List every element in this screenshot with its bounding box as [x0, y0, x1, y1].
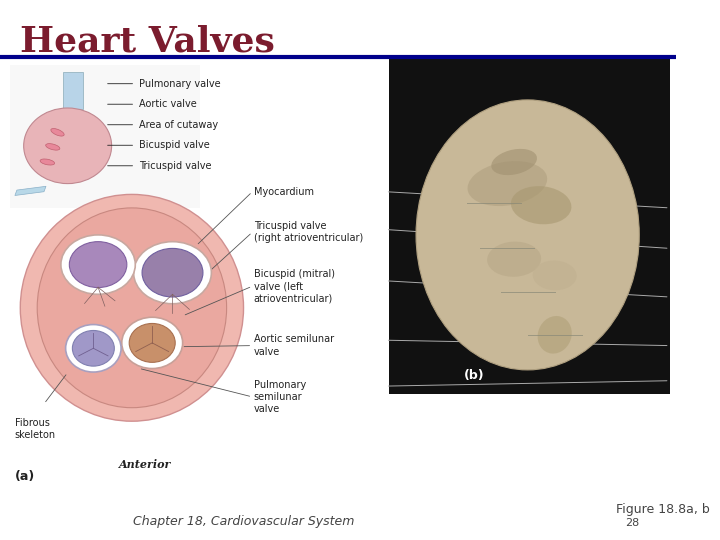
Text: (a): (a): [15, 470, 35, 483]
Ellipse shape: [538, 316, 572, 354]
Ellipse shape: [142, 248, 203, 297]
Text: 28: 28: [626, 518, 639, 528]
Text: Chapter 18, Cardiovascular System: Chapter 18, Cardiovascular System: [133, 515, 354, 528]
Ellipse shape: [122, 317, 183, 368]
Ellipse shape: [134, 241, 212, 303]
Text: Tricuspid valve
(right atrioventricular): Tricuspid valve (right atrioventricular): [253, 221, 363, 244]
Text: Bicuspid valve: Bicuspid valve: [139, 140, 210, 150]
Ellipse shape: [20, 194, 243, 421]
Ellipse shape: [37, 208, 227, 408]
Ellipse shape: [467, 161, 547, 206]
Text: Heart Valves: Heart Valves: [20, 24, 275, 58]
Text: Bicuspid (mitral)
valve (left
atrioventricular): Bicuspid (mitral) valve (left atrioventr…: [253, 269, 335, 303]
Ellipse shape: [66, 325, 121, 372]
Ellipse shape: [511, 186, 572, 224]
Ellipse shape: [416, 100, 639, 370]
Ellipse shape: [503, 300, 539, 327]
FancyBboxPatch shape: [63, 72, 83, 109]
Ellipse shape: [40, 159, 55, 165]
Text: Pulmonary
semilunar
valve: Pulmonary semilunar valve: [253, 380, 306, 414]
Text: Tricuspid valve: Tricuspid valve: [139, 161, 211, 171]
Text: Aortic semilunar
valve: Aortic semilunar valve: [253, 334, 334, 357]
Polygon shape: [15, 186, 46, 195]
Ellipse shape: [69, 242, 127, 287]
Text: Area of cutaway: Area of cutaway: [139, 120, 218, 130]
Ellipse shape: [61, 235, 135, 294]
Text: Pulmonary valve: Pulmonary valve: [139, 79, 220, 89]
Text: Myocardium: Myocardium: [253, 187, 314, 197]
FancyBboxPatch shape: [389, 59, 670, 394]
FancyBboxPatch shape: [10, 65, 199, 208]
Text: Aortic valve: Aortic valve: [139, 99, 197, 109]
Ellipse shape: [51, 129, 64, 136]
Ellipse shape: [491, 149, 537, 175]
Ellipse shape: [129, 323, 175, 362]
Ellipse shape: [24, 108, 112, 184]
Ellipse shape: [533, 260, 577, 291]
Text: Fibrous
skeleton: Fibrous skeleton: [15, 418, 56, 440]
Ellipse shape: [73, 330, 114, 366]
Ellipse shape: [487, 241, 541, 277]
Ellipse shape: [45, 144, 60, 150]
Text: Figure 18.8a, b: Figure 18.8a, b: [616, 503, 709, 516]
Text: (b): (b): [464, 369, 484, 382]
Text: Anterior: Anterior: [118, 459, 171, 470]
